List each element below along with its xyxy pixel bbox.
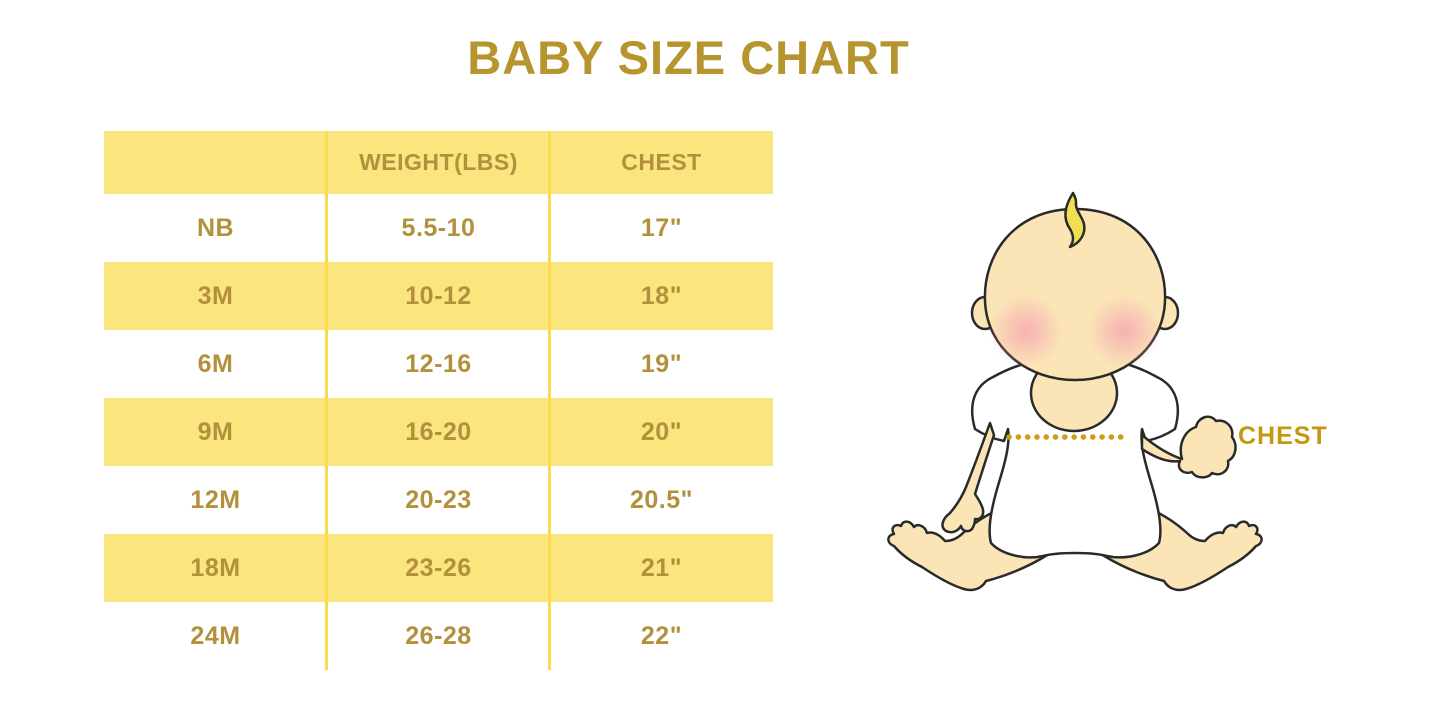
table-row: 12M 20-23 20.5" [104, 466, 773, 534]
cell-weight: 5.5-10 [401, 213, 476, 242]
cell-chest: 18" [640, 281, 683, 310]
baby-right-cheek-blush [1087, 294, 1161, 368]
page-title: BABY SIZE CHART [467, 31, 910, 84]
cell-size: 12M [190, 485, 241, 514]
cell-chest: 17" [640, 213, 683, 242]
baby-figure-svg [887, 191, 1263, 592]
baby-right-arm-fist [1140, 415, 1237, 479]
baby-left-arm [941, 421, 996, 534]
chest-label: CHEST [1238, 422, 1328, 450]
cell-chest: 20" [640, 417, 683, 446]
cell-chest: 22" [640, 621, 683, 650]
baby-left-cheek-blush [989, 294, 1063, 368]
cell-size: 18M [190, 553, 241, 582]
table-row: 9M 16-20 20" [104, 398, 773, 466]
cell-weight: 12-16 [405, 349, 472, 378]
header-cell-size [104, 131, 327, 194]
table-row: 18M 23-26 21" [104, 534, 773, 602]
cell-size: 9M [197, 417, 234, 446]
cell-size: 3M [197, 281, 234, 310]
cell-weight: 23-26 [405, 553, 472, 582]
header-cell-chest: CHEST [621, 149, 702, 175]
cell-weight: 26-28 [405, 621, 472, 650]
cell-size: 24M [190, 621, 241, 650]
size-table: WEIGHT(LBS) CHEST NB 5.5-10 17" 3M 10-12… [104, 131, 773, 670]
table-row: NB 5.5-10 17" [104, 194, 773, 262]
table-header-row: WEIGHT(LBS) CHEST [104, 131, 773, 194]
baby-hair-curl [1064, 191, 1086, 249]
cell-weight: 10-12 [405, 281, 472, 310]
cell-chest: 20.5" [629, 485, 693, 514]
cell-weight: 20-23 [405, 485, 472, 514]
table-row: 3M 10-12 18" [104, 262, 773, 330]
cell-size: NB [196, 213, 235, 242]
cell-weight: 16-20 [405, 417, 472, 446]
baby-illustration [878, 183, 1348, 628]
table-row: 6M 12-16 19" [104, 330, 773, 398]
table-row: 24M 26-28 22" [104, 602, 773, 670]
header-cell-weight: WEIGHT(LBS) [359, 149, 518, 175]
cell-chest: 21" [640, 553, 683, 582]
cell-chest: 19" [640, 349, 683, 378]
column-separator [548, 131, 551, 670]
cell-size: 6M [197, 349, 234, 378]
column-separator [325, 131, 328, 670]
